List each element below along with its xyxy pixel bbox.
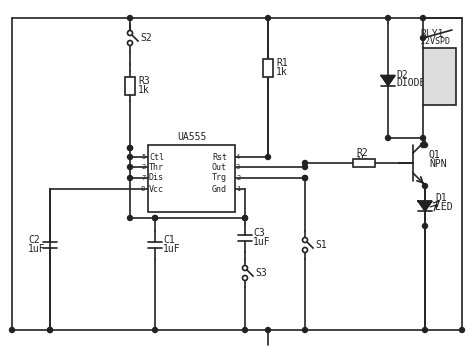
Text: D2: D2: [396, 71, 408, 81]
Circle shape: [128, 215, 133, 220]
Circle shape: [420, 16, 426, 21]
Text: 5: 5: [141, 154, 145, 160]
Circle shape: [302, 175, 308, 180]
Circle shape: [302, 175, 308, 180]
Text: Dis: Dis: [149, 174, 164, 182]
Circle shape: [128, 31, 133, 36]
Text: R3: R3: [138, 76, 150, 86]
Circle shape: [422, 328, 428, 333]
Text: 1: 1: [236, 186, 240, 192]
Text: RLY1: RLY1: [420, 29, 444, 39]
Text: DIODE: DIODE: [396, 78, 425, 88]
Circle shape: [420, 136, 426, 141]
Text: C2: C2: [28, 235, 40, 245]
Text: 2: 2: [141, 164, 145, 170]
Circle shape: [302, 164, 308, 169]
Text: 12VSPD: 12VSPD: [420, 38, 450, 47]
Text: C1: C1: [163, 235, 175, 245]
Circle shape: [243, 215, 247, 220]
Circle shape: [302, 160, 308, 165]
Circle shape: [302, 328, 308, 333]
Circle shape: [385, 136, 391, 141]
Text: UA555: UA555: [177, 132, 206, 142]
Circle shape: [302, 247, 308, 252]
Circle shape: [128, 16, 133, 21]
Circle shape: [265, 154, 271, 159]
Text: Thr: Thr: [149, 163, 164, 171]
Text: 1uF: 1uF: [253, 237, 271, 247]
Circle shape: [128, 164, 133, 169]
Text: S2: S2: [140, 33, 152, 43]
Text: C3: C3: [253, 228, 265, 238]
Bar: [423, 48, 456, 105]
Text: Q1: Q1: [429, 150, 441, 160]
Circle shape: [422, 142, 428, 147]
Circle shape: [420, 142, 426, 147]
Polygon shape: [381, 76, 395, 86]
Circle shape: [128, 146, 133, 151]
Text: 7: 7: [141, 175, 145, 181]
Circle shape: [243, 328, 247, 333]
Text: 1k: 1k: [138, 85, 150, 95]
Circle shape: [128, 146, 133, 151]
Text: Ctl: Ctl: [149, 153, 164, 162]
Circle shape: [243, 266, 247, 271]
Circle shape: [422, 184, 428, 189]
Text: D1: D1: [435, 193, 447, 203]
Text: 2: 2: [236, 175, 240, 181]
Circle shape: [385, 16, 391, 21]
Polygon shape: [418, 201, 432, 211]
Circle shape: [265, 16, 271, 21]
Text: R1: R1: [276, 58, 288, 68]
Text: Trg: Trg: [212, 174, 227, 182]
Text: Gnd: Gnd: [212, 185, 227, 193]
Text: 3: 3: [236, 164, 240, 170]
Circle shape: [302, 237, 308, 242]
Circle shape: [153, 328, 157, 333]
Bar: [353, 159, 375, 167]
Text: R2: R2: [356, 148, 368, 158]
Circle shape: [459, 328, 465, 333]
Text: 8: 8: [141, 186, 145, 192]
Circle shape: [128, 40, 133, 45]
Bar: [148, 145, 235, 212]
Circle shape: [47, 328, 53, 333]
Text: 1k: 1k: [356, 156, 368, 166]
Circle shape: [153, 215, 157, 220]
Circle shape: [153, 215, 157, 220]
Text: 4: 4: [236, 154, 240, 160]
Circle shape: [9, 328, 15, 333]
Bar: [263, 59, 273, 77]
Circle shape: [265, 328, 271, 333]
Circle shape: [422, 224, 428, 229]
Text: Out: Out: [212, 163, 227, 171]
Circle shape: [128, 175, 133, 180]
Circle shape: [128, 154, 133, 159]
Text: Rst: Rst: [212, 153, 227, 162]
Text: LED: LED: [435, 202, 453, 212]
Text: S3: S3: [255, 268, 267, 278]
Text: Vcc: Vcc: [149, 185, 164, 193]
Circle shape: [420, 36, 426, 40]
Circle shape: [243, 215, 247, 220]
Text: NPN: NPN: [429, 159, 447, 169]
Circle shape: [243, 275, 247, 280]
Text: 1uF: 1uF: [28, 244, 46, 254]
Text: 1uF: 1uF: [163, 244, 181, 254]
Text: S1: S1: [315, 240, 327, 250]
Text: 1k: 1k: [276, 67, 288, 77]
Circle shape: [47, 328, 53, 333]
Bar: [125, 77, 135, 95]
